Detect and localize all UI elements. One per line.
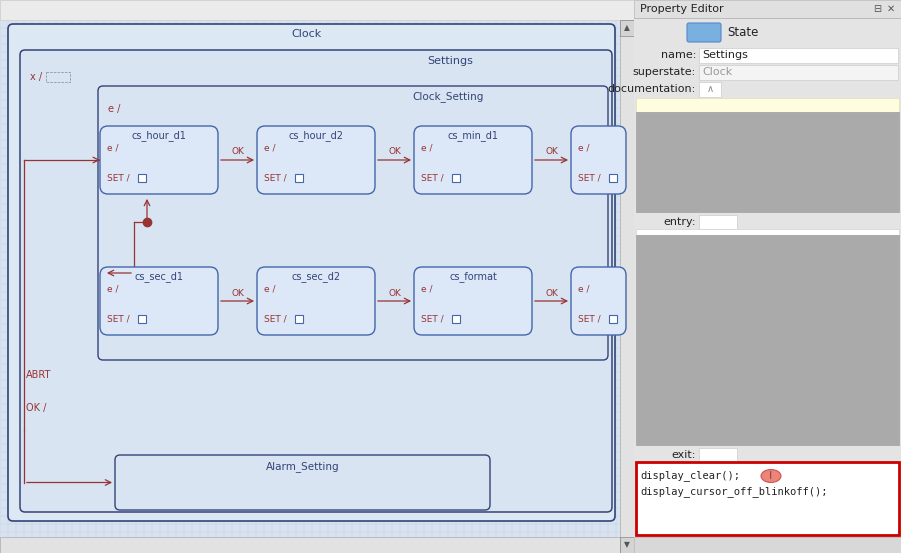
Text: ▲: ▲ [624,23,630,33]
Bar [636,112,899,212]
FancyBboxPatch shape [100,126,218,194]
Text: superstate:: superstate: [633,67,696,77]
Bar [452,174,460,182]
Text: Property Editor: Property Editor [640,4,724,14]
Text: entry:: entry: [663,217,696,227]
Text: Clock_Setting: Clock_Setting [413,92,484,102]
Bar [138,315,146,323]
Bar [452,315,460,323]
Text: x /: x / [30,72,42,82]
Text: e /: e / [264,284,276,294]
FancyBboxPatch shape [257,267,375,335]
Text: e /: e / [578,284,589,294]
Text: cs_format: cs_format [449,272,497,283]
Text: ▼: ▼ [624,540,630,550]
FancyBboxPatch shape [20,50,612,512]
Text: SET /: SET / [107,315,130,324]
Text: SET /: SET / [421,174,443,182]
Text: name:: name: [660,50,696,60]
Bar [699,65,898,80]
Text: e /: e / [421,284,432,294]
Bar [636,462,899,535]
Text: SET /: SET / [264,174,287,182]
Bar [620,537,634,553]
Text: cs_sec_d1: cs_sec_d1 [134,272,184,283]
Text: cs_hour_d1: cs_hour_d1 [132,131,187,142]
Bar [699,82,721,97]
Text: OK: OK [231,148,244,156]
Text: e /: e / [578,143,589,153]
Text: e /: e / [108,104,121,114]
Bar [0,0,634,20]
Text: Alarm_Setting: Alarm_Setting [266,462,340,472]
Bar [636,98,899,112]
Bar [609,315,617,323]
FancyBboxPatch shape [100,267,218,335]
Text: e /: e / [107,284,119,294]
Text: exit:: exit: [671,450,696,460]
Text: cs_min_d1: cs_min_d1 [448,131,498,142]
Text: Settings: Settings [702,50,748,60]
FancyBboxPatch shape [98,86,608,360]
Text: display_clear();: display_clear(); [640,471,740,482]
Text: OK: OK [545,148,558,156]
Text: e /: e / [264,143,276,153]
Text: ABRT: ABRT [26,370,51,380]
Bar [0,537,620,553]
FancyBboxPatch shape [687,23,721,42]
Text: Settings: Settings [427,56,473,66]
FancyBboxPatch shape [414,126,532,194]
Text: e /: e / [107,143,119,153]
Text: OK: OK [545,289,558,298]
Text: OK /: OK / [26,403,46,413]
FancyBboxPatch shape [8,24,615,521]
Bar [699,448,737,462]
Bar [699,215,737,229]
Bar [138,174,146,182]
Ellipse shape [761,469,781,483]
Text: Clock: Clock [292,29,323,39]
Bar [46,72,70,82]
FancyBboxPatch shape [571,267,626,335]
Bar [636,235,899,445]
Text: OK: OK [388,148,401,156]
Text: SET /: SET / [421,315,443,324]
Text: ✕: ✕ [887,4,895,14]
Bar [620,20,634,36]
Text: cs_hour_d2: cs_hour_d2 [288,131,343,142]
Text: OK: OK [231,289,244,298]
Text: State: State [727,26,759,39]
FancyBboxPatch shape [414,267,532,335]
Text: display_cursor_off_blinkoff();: display_cursor_off_blinkoff(); [640,487,827,498]
Text: I: I [769,471,773,481]
Text: e /: e / [421,143,432,153]
Bar [699,48,898,63]
Bar [609,174,617,182]
Text: SET /: SET / [578,174,601,182]
Bar [295,315,303,323]
Text: SET /: SET / [107,174,130,182]
Bar [295,174,303,182]
FancyBboxPatch shape [115,455,490,510]
Text: ⊟: ⊟ [873,4,881,14]
Bar [636,229,899,235]
FancyBboxPatch shape [571,126,626,194]
Text: cs_sec_d2: cs_sec_d2 [291,272,341,283]
Text: ∧: ∧ [706,84,714,94]
Bar [634,537,901,553]
Bar [634,0,901,18]
Bar [634,18,901,19]
Text: SET /: SET / [264,315,287,324]
Text: documentation:: documentation: [608,84,696,94]
Text: Clock: Clock [702,67,733,77]
Text: SET /: SET / [578,315,601,324]
Text: OK: OK [388,289,401,298]
Bar [620,20,634,553]
FancyBboxPatch shape [257,126,375,194]
